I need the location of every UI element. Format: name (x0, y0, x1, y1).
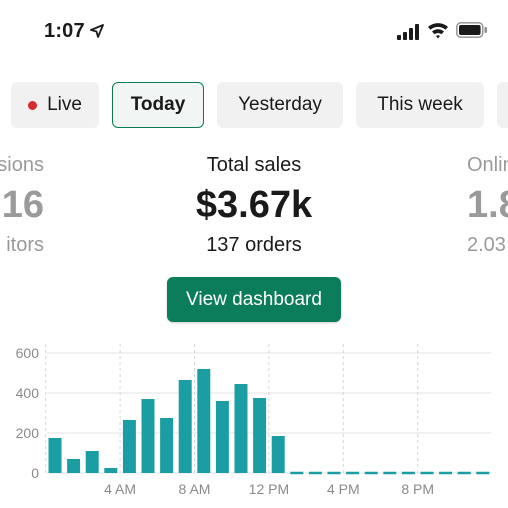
tab-this-week[interactable]: This week (356, 82, 484, 128)
x-tick-label: 8 PM (401, 481, 434, 497)
view-dashboard-button[interactable]: View dashboard (167, 277, 341, 322)
x-tick-label: 4 PM (327, 481, 360, 497)
metric-total-sales-value: $3.67k (195, 184, 313, 226)
view-dashboard-label: View dashboard (186, 288, 322, 310)
metric-sessions-label: sions (0, 154, 44, 176)
metric-online-label: Onlin (467, 154, 508, 176)
bar-hour-9 (215, 401, 229, 473)
status-bar: 1:07 (0, 0, 508, 60)
sales-bar-chart: 600 400 200 0 4 AM 8 AM 12 PM 4 PM 8 PM (16, 344, 491, 497)
metric-total-sales-label: Total sales (206, 154, 302, 176)
sales-chart: 600 400 200 0 4 AM 8 AM 12 PM 4 PM 8 PM (0, 336, 508, 508)
y-tick-label: 600 (16, 345, 40, 361)
bar-hour-12 (271, 436, 285, 473)
live-dot-icon (28, 100, 38, 110)
x-tick-label: 12 PM (249, 481, 289, 497)
y-tick-label: 0 (31, 465, 39, 481)
metric-sessions-sub: itors (6, 234, 44, 256)
battery-icon (456, 22, 487, 38)
bar-hour-1 (67, 459, 81, 473)
metric-online-value: 1.8 (467, 184, 508, 226)
tab-next-partial[interactable] (497, 82, 508, 128)
bar-hour-11 (253, 398, 267, 473)
date-range-tabs: Live Today Yesterday This week (0, 82, 508, 130)
y-tick-label: 400 (16, 385, 40, 401)
metric-total-sales[interactable]: Total sales $3.67k 137 orders (154, 150, 354, 260)
bar-hour-5 (141, 399, 155, 473)
bar-hour-3 (104, 468, 118, 473)
metric-online-sub: 2.03 (467, 234, 506, 256)
bar-hour-6 (160, 418, 174, 473)
status-time: 1:07 (44, 20, 85, 42)
bar-hour-4 (122, 420, 136, 473)
tab-this-week-label: This week (377, 94, 463, 115)
tab-live[interactable]: Live (11, 82, 99, 128)
metric-sessions-value: 16 (1, 184, 44, 226)
bar-hour-8 (197, 369, 211, 473)
x-tick-label: 4 AM (104, 481, 136, 497)
tab-live-label: Live (47, 94, 82, 115)
tab-yesterday[interactable]: Yesterday (217, 82, 343, 128)
tab-today-label: Today (130, 94, 186, 115)
y-tick-label: 200 (16, 425, 40, 441)
x-tick-label: 8 AM (179, 481, 211, 497)
metric-sessions[interactable]: sions 16 itors (0, 150, 44, 260)
tab-today[interactable]: Today (112, 82, 204, 128)
metric-total-sales-orders: 137 orders (206, 234, 302, 256)
bar-hour-2 (85, 451, 99, 473)
tab-yesterday-label: Yesterday (238, 94, 322, 115)
bar-hour-10 (234, 384, 248, 473)
bar-hour-7 (178, 380, 192, 473)
wifi-icon (428, 23, 448, 39)
location-arrow-icon (90, 24, 104, 38)
metric-online-store[interactable]: Onlin 1.8 2.03 (467, 150, 508, 260)
bar-hour-0 (48, 438, 62, 473)
cellular-signal-icon (397, 24, 419, 40)
